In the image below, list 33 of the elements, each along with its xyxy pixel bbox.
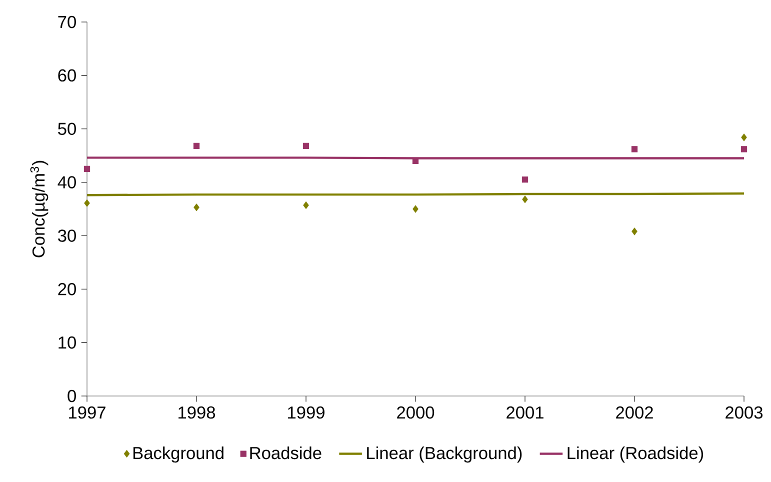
x-tick-label: 2001 — [506, 406, 544, 419]
point — [194, 204, 200, 212]
x-tick-label: 2000 — [397, 406, 434, 419]
point — [84, 166, 90, 172]
legend-label: Roadside — [250, 446, 322, 460]
y-tick-label: 0 — [68, 390, 76, 402]
x-tick-label: 1999 — [288, 406, 324, 419]
point — [84, 199, 90, 207]
point — [302, 142, 310, 150]
point — [741, 134, 747, 142]
y-tick-label: 50 — [58, 122, 76, 135]
point — [631, 146, 638, 152]
y-tick-label: 20 — [58, 283, 76, 296]
y-tick-label: 30 — [58, 230, 76, 242]
legend-label: Background — [133, 446, 224, 463]
point — [303, 202, 309, 209]
x-tick-label: 2002 — [616, 406, 653, 419]
legend-label: Linear (Background) — [367, 446, 522, 463]
point — [193, 142, 200, 150]
x-tick-label: 2003 — [726, 406, 763, 419]
y-tick-label: 10 — [58, 336, 76, 349]
point — [522, 196, 528, 204]
point — [412, 205, 418, 213]
y-tick-label: 40 — [58, 176, 76, 188]
point — [740, 146, 748, 152]
x-tick-label: 1998 — [178, 406, 216, 419]
legend-label: Linear (Roadside) — [568, 446, 704, 463]
y-tick-label: 70 — [58, 16, 76, 28]
y-tick-label: 60 — [58, 69, 76, 82]
x-tick-label: 1997 — [69, 406, 106, 419]
point — [522, 176, 528, 183]
y-axis-title: Conc(µg/m$^{3}$) — [30, 160, 48, 258]
point — [632, 228, 638, 236]
